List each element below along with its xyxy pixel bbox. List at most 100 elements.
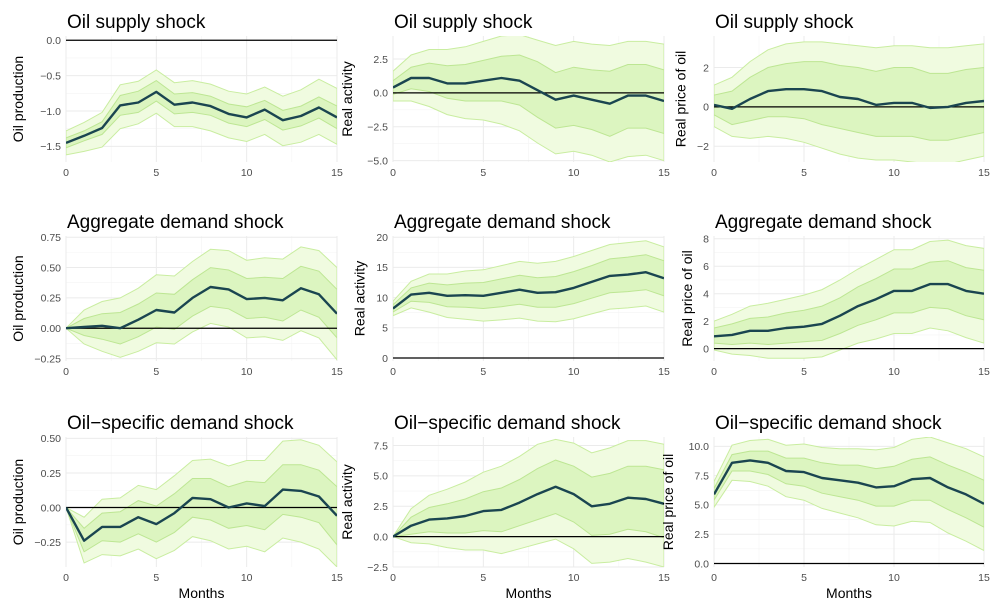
y-tick-label: 10 [376, 292, 388, 304]
x-tick-label: 0 [711, 366, 717, 378]
plot-area [393, 240, 664, 359]
panel-4: 0 5 10 15 −0.25 0.00 0.25 0.50 0.75 Aggregate dem… [10, 212, 343, 378]
panel-3: 0 5 10 15 −2 0 2 Oil supply shock Real price of … [673, 12, 990, 179]
y-tick-label: 0.25 [41, 293, 62, 305]
x-tick-label: 0 [390, 167, 396, 179]
y-tick-label: 0 [382, 353, 388, 365]
y-tick-label: −1.5 [40, 141, 61, 153]
y-axis-label: Oil production [10, 459, 26, 545]
x-tick-label: 10 [241, 572, 253, 584]
y-tick-label: 10.0 [689, 441, 710, 453]
panel-1: 0 5 10 15 −1.5 −1.0 −0.5 0.0 Oil supply shock Oil… [10, 12, 343, 179]
median-response-line [714, 459, 984, 505]
panel-title: Oil−specific demand shock [67, 413, 294, 434]
y-tick-label: 0.0 [373, 531, 388, 543]
x-tick-label: 10 [888, 366, 900, 378]
y-tick-label: 0.0 [373, 88, 388, 100]
x-tick-label: 15 [658, 572, 670, 584]
y-tick-label: −2.5 [367, 562, 388, 574]
inner-confidence-band [66, 265, 337, 345]
x-tick-label: 10 [241, 167, 253, 179]
y-axis-label: Real price of oil [679, 250, 695, 347]
x-tick-label: 10 [568, 167, 580, 179]
y-tick-label: −5.0 [367, 155, 388, 167]
y-tick-label: −1.0 [40, 106, 61, 118]
y-tick-label: 0 [703, 343, 709, 355]
y-tick-label: 2.5 [373, 54, 388, 66]
y-tick-label: −0.25 [34, 353, 61, 365]
median-response-line [393, 485, 664, 538]
y-tick-label: 7.5 [373, 440, 388, 452]
panel-title: Oil−specific demand shock [715, 413, 942, 434]
x-tick-label: 10 [888, 167, 900, 179]
y-tick-label: 5.0 [373, 471, 388, 483]
inner-confidence-band [714, 260, 984, 346]
x-tick-label: 0 [711, 167, 717, 179]
y-tick-label: 0.0 [46, 35, 61, 47]
x-tick-label: 10 [568, 366, 580, 378]
median-response-line [714, 88, 984, 110]
plot-area [393, 438, 664, 567]
panel-title: Aggregate demand shock [67, 212, 284, 233]
y-tick-label: 2 [703, 316, 709, 328]
y-tick-label: 2 [703, 62, 709, 74]
y-tick-label: 0.75 [41, 232, 62, 244]
x-tick-label: 0 [390, 366, 396, 378]
y-tick-label: 20 [376, 232, 388, 244]
y-axis-label: Oil production [10, 255, 26, 341]
y-tick-label: 4 [703, 288, 709, 300]
x-axis-label: Months [826, 585, 872, 601]
y-tick-label: 8 [703, 234, 709, 246]
plot-area [66, 439, 337, 567]
median-response-line [66, 285, 337, 330]
panel-title: Oil supply shock [394, 12, 533, 33]
y-tick-label: 2.5 [373, 501, 388, 513]
x-tick-label: 15 [978, 572, 990, 584]
y-tick-label: 0.50 [41, 262, 62, 274]
panel-8: 0 5 10 15 −2.5 0.0 2.5 5.0 7.5 Oil−specific deman… [339, 413, 670, 601]
inner-confidence-band [393, 254, 664, 313]
y-axis-label: Oil production [10, 56, 26, 142]
x-tick-label: 15 [331, 572, 343, 584]
panel-5: 0 5 10 15 0 5 10 15 20 Aggregate demand shock Real… [352, 212, 670, 378]
y-tick-label: −2 [697, 141, 709, 153]
plot-area [714, 239, 984, 359]
y-tick-label: 2.5 [694, 529, 709, 541]
plot-area [393, 36, 664, 162]
y-tick-label: 5.0 [694, 500, 709, 512]
y-tick-label: 0.25 [41, 468, 62, 480]
y-tick-label: 0.0 [694, 558, 709, 570]
y-axis-label: Real price of oil [673, 51, 689, 148]
x-tick-label: 5 [801, 366, 807, 378]
x-tick-label: 0 [63, 366, 69, 378]
x-tick-label: 0 [390, 572, 396, 584]
panel-title: Aggregate demand shock [394, 212, 611, 233]
x-tick-label: 5 [480, 167, 486, 179]
panel-6: 0 5 10 15 0 2 4 6 8 Aggregate demand shock Real pr… [679, 212, 990, 378]
x-tick-label: 15 [658, 366, 670, 378]
plot-area [714, 41, 984, 162]
y-tick-label: 15 [376, 262, 388, 274]
y-tick-label: 6 [703, 261, 709, 273]
x-tick-label: 5 [480, 572, 486, 584]
y-tick-label: −0.5 [40, 70, 61, 82]
y-tick-label: 5 [382, 323, 388, 335]
y-tick-label: 0 [703, 102, 709, 114]
x-tick-label: 0 [711, 572, 717, 584]
y-tick-label: 0.50 [41, 433, 62, 445]
x-tick-label: 15 [658, 167, 670, 179]
x-tick-label: 5 [153, 572, 159, 584]
inner-confidence-band [66, 80, 337, 149]
y-tick-label: −0.25 [34, 537, 61, 549]
x-tick-label: 5 [801, 572, 807, 584]
panel-2: 0 5 10 15 −5.0 −2.5 0.0 2.5 Oil supply shock Real… [339, 12, 670, 179]
plot-area [66, 39, 337, 156]
x-tick-label: 5 [153, 366, 159, 378]
x-tick-label: 5 [153, 167, 159, 179]
x-tick-label: 5 [801, 167, 807, 179]
y-tick-label: 7.5 [694, 470, 709, 482]
inner-confidence-band [393, 54, 664, 137]
inner-confidence-band [714, 61, 984, 141]
inner-confidence-band [66, 464, 337, 553]
